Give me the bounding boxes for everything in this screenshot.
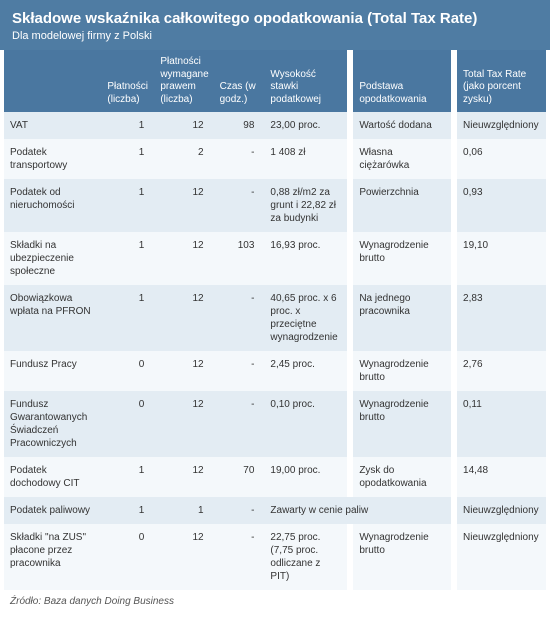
col-header-time: Czas (w godz.) <box>214 50 265 112</box>
cell-ttr: Nieuwzględniony <box>457 524 546 590</box>
cell-payments: 1 <box>101 285 154 351</box>
cell-time: - <box>214 391 265 457</box>
cell-payments: 0 <box>101 524 154 590</box>
cell-name: Podatek transportowy <box>4 139 101 179</box>
cell-payments: 1 <box>101 139 154 179</box>
cell-ttr: 19,10 <box>457 232 546 285</box>
cell-rate: 22,75 proc. (7,75 proc. odliczane z PIT) <box>264 524 347 590</box>
cell-time: - <box>214 351 265 391</box>
cell-rate: 40,65 proc. x 6 proc. x przeciętne wynag… <box>264 285 347 351</box>
cell-name: Fundusz Gwarantowanych Świadczeń Pracown… <box>4 391 101 457</box>
cell-rate: 0,10 proc. <box>264 391 347 457</box>
table-row: Podatek paliwowy11-Zawarty w cenie paliw… <box>4 497 546 524</box>
cell-name: Obowiązkowa wpłata na PFRON <box>4 285 101 351</box>
table-row: Podatek dochodowy CIT1127019,00 proc.Zys… <box>4 457 546 497</box>
cell-payments: 1 <box>101 112 154 139</box>
cell-ttr: Nieuwzględniony <box>457 497 546 524</box>
cell-base: Na jednego pracownika <box>353 285 450 351</box>
cell-base: Powierzchnia <box>353 179 450 232</box>
cell-name: Podatek paliwowy <box>4 497 101 524</box>
cell-required: 12 <box>154 179 213 232</box>
col-header-payments: Płatności (liczba) <box>101 50 154 112</box>
cell-required: 12 <box>154 351 213 391</box>
table-row: Fundusz Pracy012-2,45 proc.Wynagrodzenie… <box>4 351 546 391</box>
cell-rate: 2,45 proc. <box>264 351 347 391</box>
cell-required: 12 <box>154 457 213 497</box>
cell-payments: 1 <box>101 457 154 497</box>
table-row: Podatek od nieruchomości112-0,88 zł/m2 z… <box>4 179 546 232</box>
cell-ttr: 2,76 <box>457 351 546 391</box>
cell-name: Podatek dochodowy CIT <box>4 457 101 497</box>
cell-time: - <box>214 285 265 351</box>
cell-rate: 1 408 zł <box>264 139 347 179</box>
cell-payments: 1 <box>101 179 154 232</box>
cell-payments: 1 <box>101 497 154 524</box>
cell-ttr: 2,83 <box>457 285 546 351</box>
cell-time: - <box>214 179 265 232</box>
table-head: Płatności (liczba) Płatności wymagane pr… <box>4 50 546 112</box>
cell-base: Wynagrodzenie brutto <box>353 351 450 391</box>
cell-name: Składki "na ZUS" płacone przez pracownik… <box>4 524 101 590</box>
cell-base: Wynagrodzenie brutto <box>353 524 450 590</box>
cell-time: - <box>214 524 265 590</box>
col-header-ttr: Total Tax Rate (jako porcent zysku) <box>457 50 546 112</box>
cell-time: - <box>214 497 265 524</box>
cell-rate: 19,00 proc. <box>264 457 347 497</box>
page-title: Składowe wskaźnika całkowitego opodatkow… <box>12 10 538 28</box>
cell-time: 103 <box>214 232 265 285</box>
table-row: Składki "na ZUS" płacone przez pracownik… <box>4 524 546 590</box>
cell-base: Wynagrodzenie brutto <box>353 232 450 285</box>
cell-base: Wartość dodana <box>353 112 450 139</box>
cell-name: Podatek od nieruchomości <box>4 179 101 232</box>
table-row: Podatek transportowy12-1 408 złWłasna ci… <box>4 139 546 179</box>
cell-required: 12 <box>154 391 213 457</box>
col-header-rate: Wysokość stawki podatkowej <box>264 50 347 112</box>
tax-table: Płatności (liczba) Płatności wymagane pr… <box>4 50 546 590</box>
cell-base: Zysk do opodatkowania <box>353 457 450 497</box>
cell-ttr: 0,93 <box>457 179 546 232</box>
cell-name: Fundusz Pracy <box>4 351 101 391</box>
cell-rate-base: Zawarty w cenie paliw <box>264 497 450 524</box>
table-row: Składki na ubezpieczenie społeczne112103… <box>4 232 546 285</box>
cell-ttr: 0,11 <box>457 391 546 457</box>
page-header: Składowe wskaźnika całkowitego opodatkow… <box>0 0 550 50</box>
table-body: VAT1129823,00 proc.Wartość dodanaNieuwzg… <box>4 112 546 590</box>
cell-rate: 23,00 proc. <box>264 112 347 139</box>
cell-required: 12 <box>154 524 213 590</box>
table-container: Płatności (liczba) Płatności wymagane pr… <box>0 50 550 590</box>
cell-name: VAT <box>4 112 101 139</box>
cell-required: 12 <box>154 232 213 285</box>
source-note: Źródło: Baza danych Doing Business <box>0 590 550 617</box>
cell-payments: 0 <box>101 351 154 391</box>
col-header-required: Płatności wymagane prawem (liczba) <box>154 50 213 112</box>
cell-ttr: Nieuwzględniony <box>457 112 546 139</box>
cell-required: 1 <box>154 497 213 524</box>
cell-rate: 0,88 zł/m2 za grunt i 22,82 zł za budynk… <box>264 179 347 232</box>
cell-ttr: 14,48 <box>457 457 546 497</box>
table-row: Obowiązkowa wpłata na PFRON112-40,65 pro… <box>4 285 546 351</box>
cell-base: Własna ciężarówka <box>353 139 450 179</box>
col-header-base: Podstawa opodatkowania <box>353 50 450 112</box>
cell-payments: 0 <box>101 391 154 457</box>
page-subtitle: Dla modelowej firmy z Polski <box>12 30 538 42</box>
col-header-name <box>4 50 101 112</box>
cell-ttr: 0,06 <box>457 139 546 179</box>
cell-time: 70 <box>214 457 265 497</box>
table-row: VAT1129823,00 proc.Wartość dodana Nieuwzg… <box>4 112 546 139</box>
cell-base: Wynagrodzenie brutto <box>353 391 450 457</box>
cell-time: - <box>214 139 265 179</box>
cell-required: 2 <box>154 139 213 179</box>
cell-name: Składki na ubezpieczenie społeczne <box>4 232 101 285</box>
cell-time: 98 <box>214 112 265 139</box>
cell-payments: 1 <box>101 232 154 285</box>
table-row: Fundusz Gwarantowanych Świadczeń Pracown… <box>4 391 546 457</box>
cell-required: 12 <box>154 112 213 139</box>
cell-rate: 16,93 proc. <box>264 232 347 285</box>
cell-required: 12 <box>154 285 213 351</box>
